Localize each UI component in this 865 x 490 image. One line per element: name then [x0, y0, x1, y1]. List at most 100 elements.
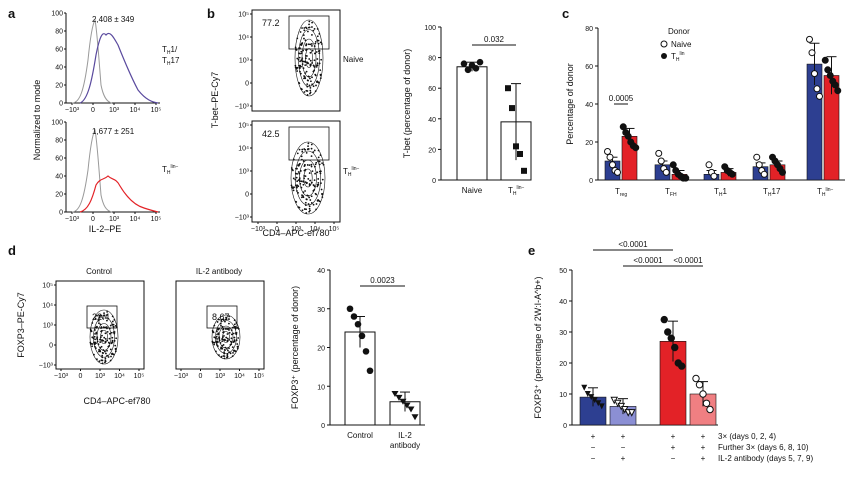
panel-b-bar-point [513, 143, 519, 150]
panel-c-bar-point [821, 56, 829, 64]
panel-b-bar-0 [456, 66, 488, 181]
panel-c-bar-chart: 0 20 40 60 80 Percentage of donor 0.0005 Treg TF… [565, 26, 845, 198]
panel-e-bar-point [692, 374, 700, 383]
panel-b-top-event [298, 56, 301, 59]
panel-e-condition-sign: − [621, 443, 626, 452]
panel-d-left-event [106, 310, 109, 313]
panel-b-top-event [310, 43, 313, 45]
panel-d-left-event [96, 314, 98, 317]
panel-b-bottom-event [292, 187, 294, 190]
panel-b-top-contour [294, 19, 324, 97]
panel-d-right-event [236, 327, 239, 329]
panel-d-bar-point [407, 406, 415, 413]
panel-b-top-event [309, 51, 312, 54]
panel-d-bar-xlabel-line2: antibody [390, 441, 420, 450]
panel-b-top-event [300, 50, 303, 53]
panel-e-bar-p-value: <0.0001 [673, 256, 703, 265]
panel-e-bar-point [660, 315, 668, 324]
panel-b-top-event [319, 41, 322, 44]
panel-a-top-xtick-label: −10³ [65, 107, 80, 114]
panel-d-bar-point [403, 402, 411, 409]
panel-d-right-event [233, 336, 236, 339]
panel-b-top-event [311, 76, 313, 79]
panel-b-bottom-event [308, 183, 311, 185]
panel-c-bar-xlabel: TH17 [763, 187, 781, 198]
panel-d-left-event [91, 343, 94, 345]
panel-b-xtick-label: 10⁴ [310, 226, 321, 233]
panel-d-right-event [220, 324, 222, 327]
panel-b-bar-point [460, 60, 468, 68]
panel-b-top-event [304, 76, 306, 78]
panel-b-xtick-label: −10³ [251, 226, 266, 233]
panel-d-left-event [111, 336, 114, 339]
panel-d-right-event [224, 320, 226, 323]
panel-d-right-event [237, 337, 240, 339]
panel-d-left-xtick-label: 0 [79, 373, 83, 380]
panel-d-left-event [110, 355, 112, 358]
panel-a-bottom-xtick-label: 10⁵ [151, 216, 162, 223]
panel-b-bar-point [517, 150, 523, 157]
panel-b-top-event [307, 26, 310, 29]
panel-b-top-event [300, 65, 302, 68]
panel-d-right-event [226, 353, 229, 356]
panel-d-right-event [226, 328, 229, 331]
panel-d-right-cloud [211, 314, 241, 360]
panel-b-bar-point [505, 85, 511, 92]
panel-a-bottom-thlin-histogram [79, 175, 159, 213]
panel-b-bottom-gate-value: 42.5 [262, 129, 280, 139]
panel-a-bottom-ytick-label: 80 [55, 138, 63, 145]
panel-b-bottom-event [300, 155, 303, 158]
panel-d-right-event [213, 341, 216, 344]
panel-b-top-ytick-label: −10³ [235, 104, 250, 111]
panel-d-right-xtick-label: 0 [199, 373, 203, 380]
panel-e-condition-sign: + [591, 432, 596, 441]
panel-b-ylabel: T-bet–PE-Cy7 [210, 72, 220, 129]
panel-d-right-event [226, 347, 228, 350]
panel-a-top-ytick-label: 20 [55, 83, 63, 90]
panel-b-bar-xlabel-thlin: THlin− [508, 185, 525, 197]
panel-b-top-event [306, 90, 309, 92]
panel-b-top-event [305, 27, 308, 30]
panel-d-bar-point [391, 391, 399, 397]
panel-d-left-event [108, 337, 111, 340]
panel-b-top-ytick-label: 0 [245, 81, 249, 88]
panel-e-condition-sign: + [671, 432, 676, 441]
panel-b-bar-point [476, 58, 484, 66]
panel-b-bottom-event [310, 165, 313, 168]
panel-b-top-event [312, 64, 315, 67]
panel-d-right-event [230, 337, 233, 340]
panel-b-bottom-event [306, 164, 309, 166]
panel-d-right-event [224, 328, 227, 330]
panel-b-bottom-event [307, 203, 310, 205]
panel-e-condition-label: 3× (days 0, 2, 4) [718, 432, 776, 441]
panel-b-bottom-event [303, 208, 306, 210]
panel-c-bar-point [779, 168, 786, 176]
panel-d-right-event [221, 340, 224, 343]
panel-d-left-contour [93, 316, 115, 358]
panel-c-bar-xlabel: TH1 [714, 187, 728, 198]
panel-d-left-event [114, 324, 117, 327]
panel-b-top-event [306, 83, 309, 85]
panel-c-bar-point [606, 153, 614, 161]
panel-b-bar-ytick-label: 60 [428, 86, 436, 93]
panel-d-right-event [213, 336, 216, 339]
panel-d-left-event [95, 326, 98, 328]
panel-c-bar-ytick-label: 60 [585, 64, 593, 71]
panel-c-bar-point [710, 172, 718, 180]
panel-d-left-event [99, 341, 102, 343]
panel-d-left-event [91, 336, 94, 339]
panel-d-bar-chart: 0 10 20 30 40 FOXP3⁺ (percentage of donor) Con… [290, 268, 425, 450]
panel-a-top-ytick-label: 80 [55, 29, 63, 36]
panel-c-letter: c [562, 6, 569, 21]
panel-d-right-event [233, 339, 236, 341]
panel-a-bottom-xtick-label: 10⁴ [130, 216, 141, 223]
panel-b-top-event [302, 34, 305, 37]
panel-b-top-gate [288, 15, 330, 50]
panel-d-bar-xlabel-line1: IL-2 [398, 431, 412, 440]
panel-b-bottom-event [302, 183, 305, 186]
panel-d-right-contour [222, 331, 230, 343]
panel-a-bottom-ytick-label: 40 [55, 174, 63, 181]
panel-b-bottom-event [308, 172, 311, 174]
panel-b-top-event [319, 73, 322, 76]
panel-c-bar-point [824, 66, 832, 74]
